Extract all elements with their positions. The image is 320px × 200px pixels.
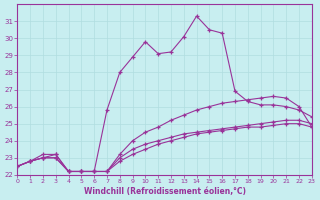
X-axis label: Windchill (Refroidissement éolien,°C): Windchill (Refroidissement éolien,°C) [84,187,245,196]
